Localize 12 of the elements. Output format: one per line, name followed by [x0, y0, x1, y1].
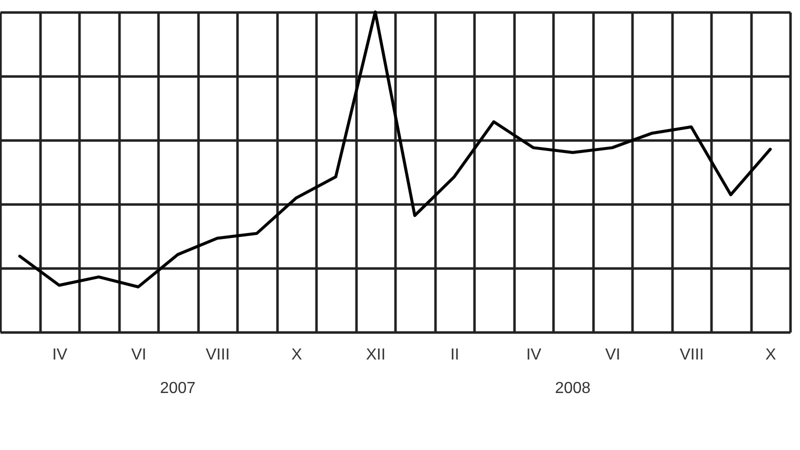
- x-tick-label: II: [450, 346, 460, 364]
- x-tick-label: X: [291, 346, 302, 364]
- x-tick-label: IV: [52, 346, 68, 364]
- text: 2008: [554, 380, 591, 397]
- x-tick-label: VI: [605, 346, 620, 364]
- text: 2007: [160, 380, 196, 397]
- x-tick-label: IV: [526, 346, 542, 364]
- x-tick-label: VIII: [680, 346, 704, 364]
- x-tick-label: XII: [366, 346, 386, 364]
- x-tick-label: VIII: [206, 346, 230, 364]
- x-tick-label: VI: [131, 346, 146, 364]
- x-tick-label: X: [765, 346, 776, 364]
